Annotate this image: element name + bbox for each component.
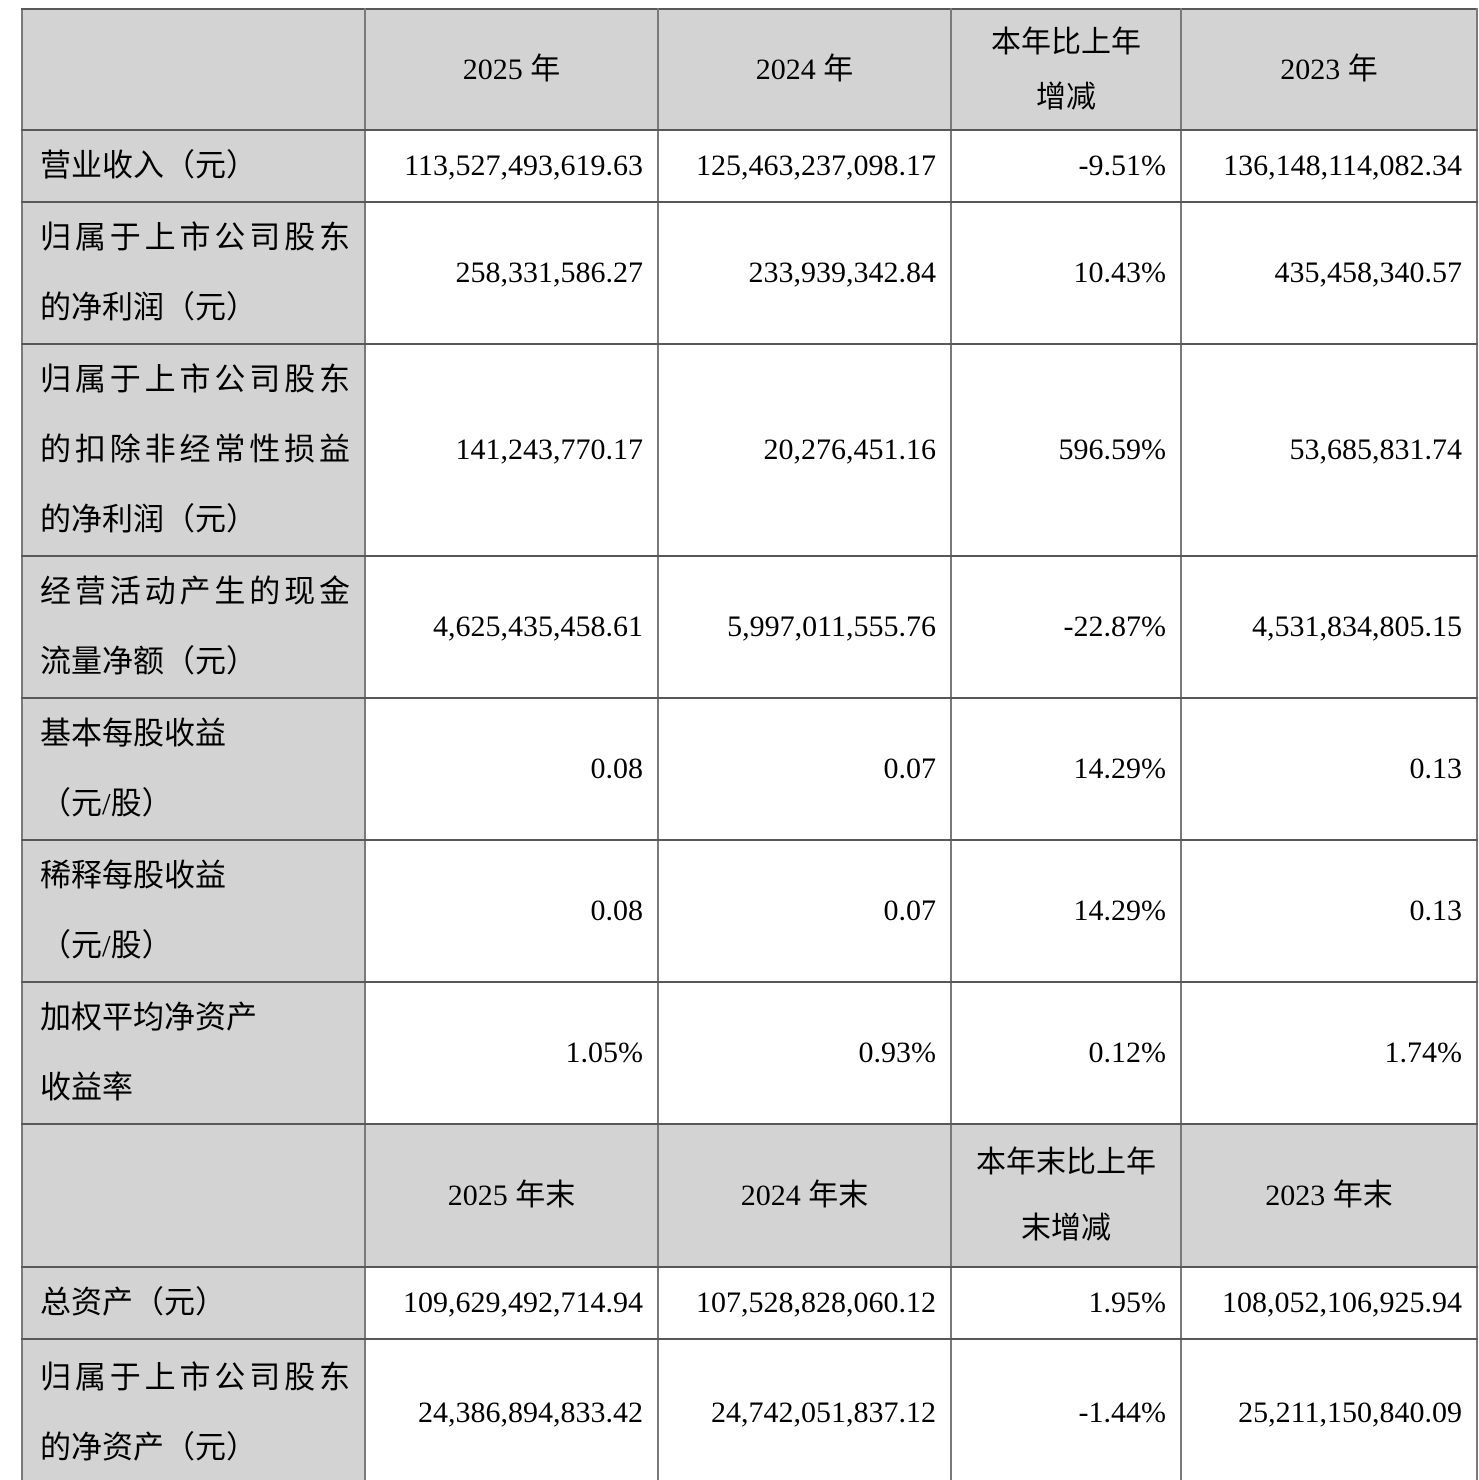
header-label: 2024 年: [755, 53, 854, 86]
row-label-line: 收益率: [40, 1070, 133, 1105]
cell-change: 0.12%: [950, 981, 1182, 1125]
row-label-line: 的净资产（元）: [40, 1430, 257, 1465]
row-label-line: 的扣除非经常性损益: [40, 432, 350, 467]
cell-2024: 0.07: [657, 839, 952, 983]
cell-2023: 1.74%: [1180, 981, 1478, 1125]
header-yoy-change: 本年比上年 增减: [950, 8, 1182, 131]
row-label: 稀释每股收益 （元/股）: [21, 839, 366, 983]
cell-2025: 0.08: [364, 839, 659, 983]
header-label: 2023 年末: [1265, 1178, 1393, 1212]
cell-change: -22.87%: [950, 555, 1182, 699]
corner-cell: [21, 1123, 366, 1268]
header-label: 2023 年: [1280, 53, 1378, 86]
cell-2025: 109,629,492,714.94: [364, 1266, 659, 1340]
cell-2025: 258,331,586.27: [364, 201, 659, 345]
cell-2024: 107,528,828,060.12: [657, 1266, 952, 1340]
row-label-line: 归属于上市公司股东: [40, 220, 350, 255]
table-row-net-profit-excl-nonrecurring: 归属于上市公司股东 的扣除非经常性损益 的净利润（元） 141,243,770.…: [21, 343, 1478, 557]
row-label-line: 营业收入（元）: [40, 148, 257, 183]
cell-change: 596.59%: [950, 343, 1182, 557]
cell-2025: 4,625,435,458.61: [364, 555, 659, 699]
table-row-operating-cash-flow: 经营活动产生的现金 流量净额（元） 4,625,435,458.61 5,997…: [21, 555, 1478, 699]
row-label: 经营活动产生的现金 流量净额（元）: [21, 555, 366, 699]
cell-change: 14.29%: [950, 839, 1182, 983]
cell-2024: 24,742,051,837.12: [657, 1338, 952, 1480]
header-2023-end: 2023 年末: [1180, 1123, 1478, 1268]
header-label-line1: 本年比上年: [991, 25, 1141, 59]
header-label: 2024 年末: [740, 1178, 869, 1212]
cell-2024: 20,276,451.16: [657, 343, 952, 557]
table-row-net-profit: 归属于上市公司股东 的净利润（元） 258,331,586.27 233,939…: [21, 201, 1478, 345]
row-label-line: 经营活动产生的现金: [40, 574, 350, 609]
header-label: 2025 年: [462, 53, 561, 86]
row-label-line: 流量净额（元）: [40, 644, 257, 679]
row-label-line: 归属于上市公司股东: [40, 1360, 350, 1395]
cell-change: -1.44%: [950, 1338, 1182, 1480]
header-2023: 2023 年: [1180, 8, 1478, 131]
header-2024: 2024 年: [657, 8, 952, 131]
row-label: 加权平均净资产 收益率: [21, 981, 366, 1125]
row-label-line: （元/股）: [40, 928, 173, 963]
cell-2023: 4,531,834,805.15: [1180, 555, 1478, 699]
table-row-total-assets: 总资产（元） 109,629,492,714.94 107,528,828,06…: [21, 1266, 1478, 1340]
cell-2025: 113,527,493,619.63: [364, 129, 659, 203]
cell-2025: 24,386,894,833.42: [364, 1338, 659, 1480]
cell-2024: 125,463,237,098.17: [657, 129, 952, 203]
cell-2024: 0.07: [657, 697, 952, 841]
table-row-header-yearend: 2025 年末 2024 年末 本年末比上年 末增减 2023 年末: [21, 1123, 1478, 1268]
row-label-line: 加权平均净资产: [40, 1000, 257, 1035]
cell-2023: 53,685,831.74: [1180, 343, 1478, 557]
table-row-diluted-eps: 稀释每股收益 （元/股） 0.08 0.07 14.29% 0.13: [21, 839, 1478, 983]
cell-2023: 108,052,106,925.94: [1180, 1266, 1478, 1340]
header-2025: 2025 年: [364, 8, 659, 131]
row-label-line: 的净利润（元）: [40, 502, 257, 537]
row-label: 归属于上市公司股东 的净利润（元）: [21, 201, 366, 345]
header-2025-end: 2025 年末: [364, 1123, 659, 1268]
cell-2025: 0.08: [364, 697, 659, 841]
row-label-line: （元/股）: [40, 786, 173, 821]
row-label-line: 总资产（元）: [40, 1285, 226, 1320]
cell-2023: 0.13: [1180, 839, 1478, 983]
header-label: 2025 年末: [447, 1178, 576, 1212]
cell-change: 14.29%: [950, 697, 1182, 841]
cell-2024: 0.93%: [657, 981, 952, 1125]
cell-2024: 233,939,342.84: [657, 201, 952, 345]
cell-change: 10.43%: [950, 201, 1182, 345]
cell-2023: 136,148,114,082.34: [1180, 129, 1478, 203]
row-label: 营业收入（元）: [21, 129, 366, 203]
table-row-weighted-avg-roe: 加权平均净资产 收益率 1.05% 0.93% 0.12% 1.74%: [21, 981, 1478, 1125]
header-yearend-change: 本年末比上年 末增减: [950, 1123, 1182, 1268]
table-row-revenue: 营业收入（元） 113,527,493,619.63 125,463,237,0…: [21, 129, 1478, 203]
table-row-basic-eps: 基本每股收益 （元/股） 0.08 0.07 14.29% 0.13: [21, 697, 1478, 841]
header-label-line1: 本年末比上年: [976, 1145, 1156, 1179]
cell-change: 1.95%: [950, 1266, 1182, 1340]
cell-2025: 1.05%: [364, 981, 659, 1125]
header-label-line2: 末增减: [1021, 1211, 1111, 1245]
header-2024-end: 2024 年末: [657, 1123, 952, 1268]
cell-2023: 25,211,150,840.09: [1180, 1338, 1478, 1480]
financial-summary-table: 2025 年 2024 年 本年比上年 增减 2023 年 营业收入（元） 11…: [21, 8, 1478, 1480]
table-row-header-year: 2025 年 2024 年 本年比上年 增减 2023 年: [21, 8, 1478, 131]
table-row-net-assets: 归属于上市公司股东 的净资产（元） 24,386,894,833.42 24,7…: [21, 1338, 1478, 1480]
cell-2025: 141,243,770.17: [364, 343, 659, 557]
cell-change: -9.51%: [950, 129, 1182, 203]
cell-2023: 435,458,340.57: [1180, 201, 1478, 345]
row-label-line: 归属于上市公司股东: [40, 362, 350, 397]
row-label: 归属于上市公司股东 的净资产（元）: [21, 1338, 366, 1480]
row-label: 总资产（元）: [21, 1266, 366, 1340]
cell-2023: 0.13: [1180, 697, 1478, 841]
row-label: 归属于上市公司股东 的扣除非经常性损益 的净利润（元）: [21, 343, 366, 557]
row-label-line: 稀释每股收益: [40, 858, 226, 893]
row-label: 基本每股收益 （元/股）: [21, 697, 366, 841]
corner-cell: [21, 8, 366, 131]
cell-2024: 5,997,011,555.76: [657, 555, 952, 699]
row-label-line: 基本每股收益: [40, 716, 226, 751]
row-label-line: 的净利润（元）: [40, 290, 257, 325]
header-label-line2: 增减: [1036, 80, 1096, 114]
